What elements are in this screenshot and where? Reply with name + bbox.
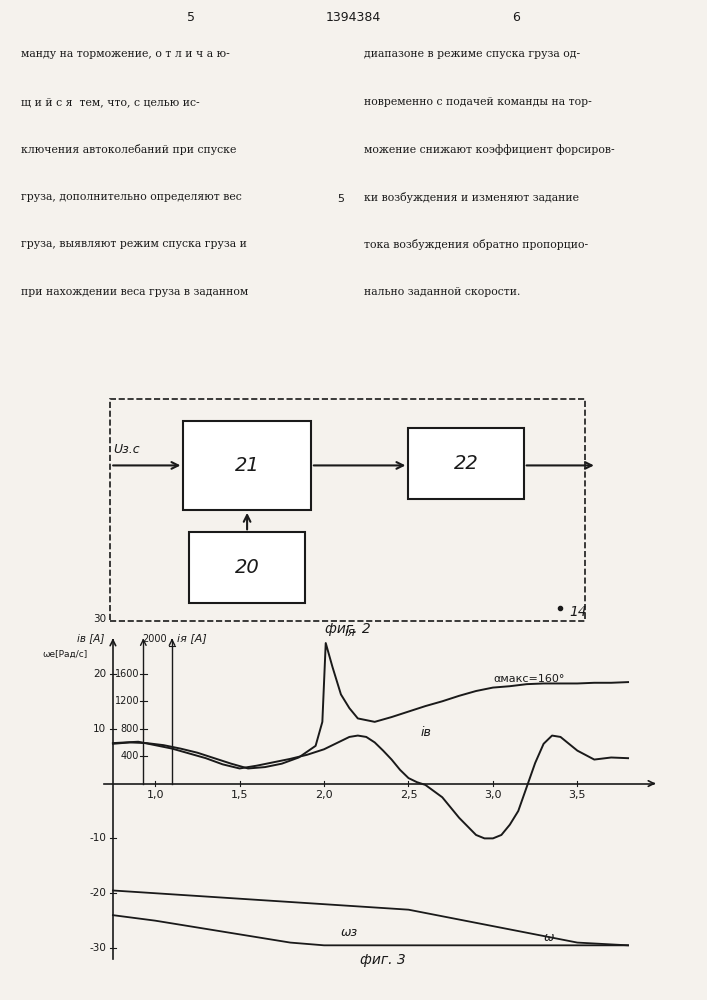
Text: ω: ω [544,931,554,944]
Text: 800: 800 [121,724,139,734]
Text: диапазоне в режиме спуска груза од-: диапазоне в режиме спуска груза од- [364,49,580,59]
Text: 5: 5 [187,11,195,24]
Bar [110,399,585,621]
Text: 1200: 1200 [115,696,139,706]
Text: тока возбуждения обратно пропорцио-: тока возбуждения обратно пропорцио- [364,239,588,250]
Text: 1600: 1600 [115,669,139,679]
Text: -30: -30 [89,943,106,953]
Text: -20: -20 [89,888,106,898]
Text: 10: 10 [93,724,106,734]
Text: 3,5: 3,5 [568,790,586,800]
Text: iя: iя [344,626,356,639]
Text: фиг. 2: фиг. 2 [325,622,370,636]
Text: щ и й с я  тем, что, с целью ис-: щ и й с я тем, что, с целью ис- [21,97,200,107]
Text: 400: 400 [121,751,139,761]
Text: ки возбуждения и изменяют задание: ки возбуждения и изменяют задание [364,192,579,203]
Text: 3,0: 3,0 [484,790,502,800]
Text: -10: -10 [89,833,106,843]
Text: 1,5: 1,5 [231,790,248,800]
Text: 21: 21 [235,456,259,475]
Bar [189,532,305,603]
Text: 6: 6 [512,11,520,24]
Text: αмакс=160°: αмакс=160° [493,674,564,684]
Bar [408,428,524,499]
Bar [183,421,311,510]
Text: при нахождении веса груза в заданном: при нахождении веса груза в заданном [21,287,248,297]
Text: фиг. 3: фиг. 3 [361,953,406,967]
Text: 1,0: 1,0 [146,790,164,800]
Text: 20: 20 [235,558,259,577]
Text: Uз.с: Uз.с [113,443,140,456]
Text: 22: 22 [454,454,479,473]
Text: новременно с подачей команды на тор-: новременно с подачей команды на тор- [364,97,592,107]
Text: ωе[Рад/с]: ωе[Рад/с] [42,650,88,659]
Text: груза, выявляют режим спуска груза и: груза, выявляют режим спуска груза и [21,239,247,249]
Text: 1394384: 1394384 [326,11,381,24]
Text: груза, дополнительно определяют вес: груза, дополнительно определяют вес [21,192,242,202]
Text: 5: 5 [337,194,344,204]
Text: нально заданной скорости.: нально заданной скорости. [364,287,520,297]
Text: 2,5: 2,5 [399,790,417,800]
Text: ключения автоколебаний при спуске: ключения автоколебаний при спуске [21,144,237,155]
Text: ωз: ωз [341,926,358,939]
Text: можение снижают коэффициент форсиров-: можение снижают коэффициент форсиров- [364,144,614,155]
Text: манду на торможение, о т л и ч а ю-: манду на торможение, о т л и ч а ю- [21,49,230,59]
Text: iв [A]: iв [A] [77,633,105,643]
Text: iя [A]: iя [A] [177,633,207,643]
Text: 30: 30 [93,614,106,624]
Text: iв: iв [420,726,431,739]
Text: 2000: 2000 [142,634,167,644]
Text: 2,0: 2,0 [315,790,333,800]
Text: 14: 14 [569,605,587,619]
Text: 20: 20 [93,669,106,679]
